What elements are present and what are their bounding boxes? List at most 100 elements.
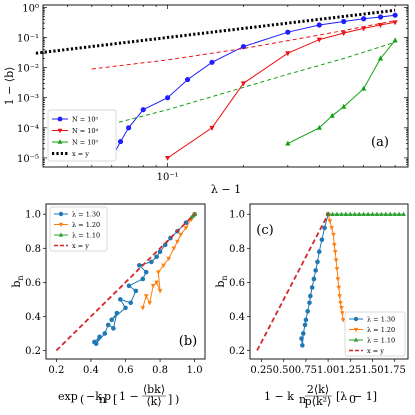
panel-b-point <box>171 246 177 251</box>
panel-a-legend-label: x = y <box>72 150 89 158</box>
panel-b-ytick-label: 0.8 <box>25 244 41 255</box>
panel-a-series-2 <box>285 37 398 146</box>
panel-c-point <box>396 211 402 216</box>
panel-c-point <box>365 211 371 216</box>
panel-b-legend-label: x = y <box>72 242 89 250</box>
panel-c-legend-marker <box>353 327 359 333</box>
panel-a-series-3 <box>91 20 396 70</box>
panel-c-point <box>374 211 380 216</box>
panel-b-ytick-label: 1.0 <box>25 210 41 221</box>
panel-b-xlabel-paren-close: ) <box>175 393 179 406</box>
panel-c-xlabel-num: 2⟨k⟩ <box>307 383 329 396</box>
panel-a-point <box>316 22 322 28</box>
panel-b-legend-marker <box>58 222 64 228</box>
panel-c-point <box>338 301 343 306</box>
panel-c-point <box>370 211 375 216</box>
panel-c-xlabel-zero: 0 <box>349 393 356 406</box>
panel-b-point <box>105 322 111 328</box>
panel-c-xlabel-main: 1 − k <box>264 390 294 403</box>
panel-b-xtick-label: 0.8 <box>152 365 168 376</box>
panel-c-series-line-3 <box>256 213 329 351</box>
panel-c-series-0 <box>299 211 331 348</box>
panel-b-xtick-label: 0.4 <box>83 365 99 376</box>
panel-c-point <box>343 211 349 216</box>
panel-c-point <box>309 285 315 290</box>
panel-a-point <box>341 18 347 25</box>
panel-c-point <box>340 311 345 316</box>
panel-a-point <box>316 124 322 130</box>
panel-a-frame <box>42 4 409 168</box>
panel-a-series-4 <box>91 41 396 130</box>
panel-c-xtick-label: 1.75 <box>384 365 406 376</box>
panel-c-point <box>319 237 325 243</box>
panel-a-point <box>341 31 347 37</box>
panel-b-legend-label: λ = 1.10 <box>72 232 100 240</box>
panel-b-xtick-label: 0.6 <box>118 365 134 376</box>
panel-a-point <box>184 76 191 83</box>
panel-c-point <box>340 318 346 323</box>
panel-b-point <box>154 254 159 260</box>
panel-c-point <box>334 211 340 216</box>
panel-b-xlabel-one: 1 − <box>119 390 139 403</box>
panel-a-xlabel: λ − 1 <box>211 183 241 196</box>
panel-a-letter: (a) <box>371 135 389 150</box>
panel-b-legend-label: λ = 1.20 <box>72 221 100 229</box>
panel-a-point <box>240 81 247 87</box>
panel-b-xtick-label: 1.0 <box>187 365 203 376</box>
panel-c-point <box>337 294 342 299</box>
panel-a-point <box>361 26 367 32</box>
panel-c-point <box>316 249 322 254</box>
panel-c-legend-label: λ = 1.30 <box>367 316 395 324</box>
panel-a-point <box>285 140 291 146</box>
panel-a-point <box>377 14 384 20</box>
panel-a-series-line-0 <box>111 14 396 159</box>
panel-a-point <box>165 95 171 101</box>
panel-b-series-3 <box>55 213 196 352</box>
panel-b-point <box>166 256 172 262</box>
panel-a-series-line-3 <box>91 20 396 70</box>
panel-a-point <box>285 29 291 35</box>
panel-b-ylabel-sub: n <box>16 275 25 280</box>
panel-b-xlabel-k: −k <box>86 390 102 403</box>
panel-b-series-1 <box>140 212 197 311</box>
panel-c-xtick-label: 0.25 <box>250 365 272 376</box>
panel-c-point <box>352 211 358 216</box>
panel-a-ytick-label: 10⁰ <box>22 3 39 14</box>
panel-b-xlabel: exp(−knp[1 − ⟨bk⟩⟨k⟩]) <box>58 383 179 408</box>
panel-c-series-1 <box>325 212 346 323</box>
panel-b-xlabel-exp: exp <box>58 390 78 403</box>
panel-b-point <box>118 297 123 302</box>
panel-a-series-line-2 <box>287 40 396 145</box>
panel-b-xlabel-sub: n <box>99 393 106 406</box>
panel-a-point <box>392 37 398 43</box>
panel-c-xtick-label: 1.00 <box>317 365 339 376</box>
panel-a-point <box>316 37 322 43</box>
panel-b-point <box>149 259 154 265</box>
panel-a-point <box>377 23 384 28</box>
panel-b-point <box>147 301 152 306</box>
panel-a-legend-marker <box>57 139 63 144</box>
panel-c-point <box>322 225 327 231</box>
panel-c-point <box>401 211 406 216</box>
panel-c-xlabel-rest: − 1] <box>353 390 377 403</box>
panel-b-point <box>183 226 189 231</box>
panel-a-ytick-label: 10⁻⁴ <box>17 124 39 135</box>
panel-c-xtick-label: 1.25 <box>339 365 361 376</box>
panel-b-point <box>102 331 108 336</box>
panel-b-ylabel-main: b <box>10 281 23 288</box>
panel-c-ytick-label: 0.4 <box>229 312 245 323</box>
panel-c-xlabel: 1 − k n2⟨k⟩p⟨k²⟩ [λ 0 − 1] <box>264 383 377 408</box>
panel-c-point <box>315 259 320 265</box>
panel-b-point <box>137 263 142 268</box>
panel-b-point <box>140 276 146 282</box>
panel-c-legend-box <box>344 311 406 357</box>
panel-a-series-line-1 <box>167 21 396 159</box>
panel-c-point <box>308 293 313 299</box>
panel-c-ytick-label: 0.8 <box>229 244 245 255</box>
panel-a-ytick-label: 10⁻¹ <box>17 33 39 44</box>
panel-c-ylabel-main: b <box>214 281 227 288</box>
panel-c-point <box>329 226 334 231</box>
panel-c-point <box>392 211 397 216</box>
panel-a-legend-label: N = 10⁴ <box>72 127 99 135</box>
panel-b-point <box>93 341 99 346</box>
